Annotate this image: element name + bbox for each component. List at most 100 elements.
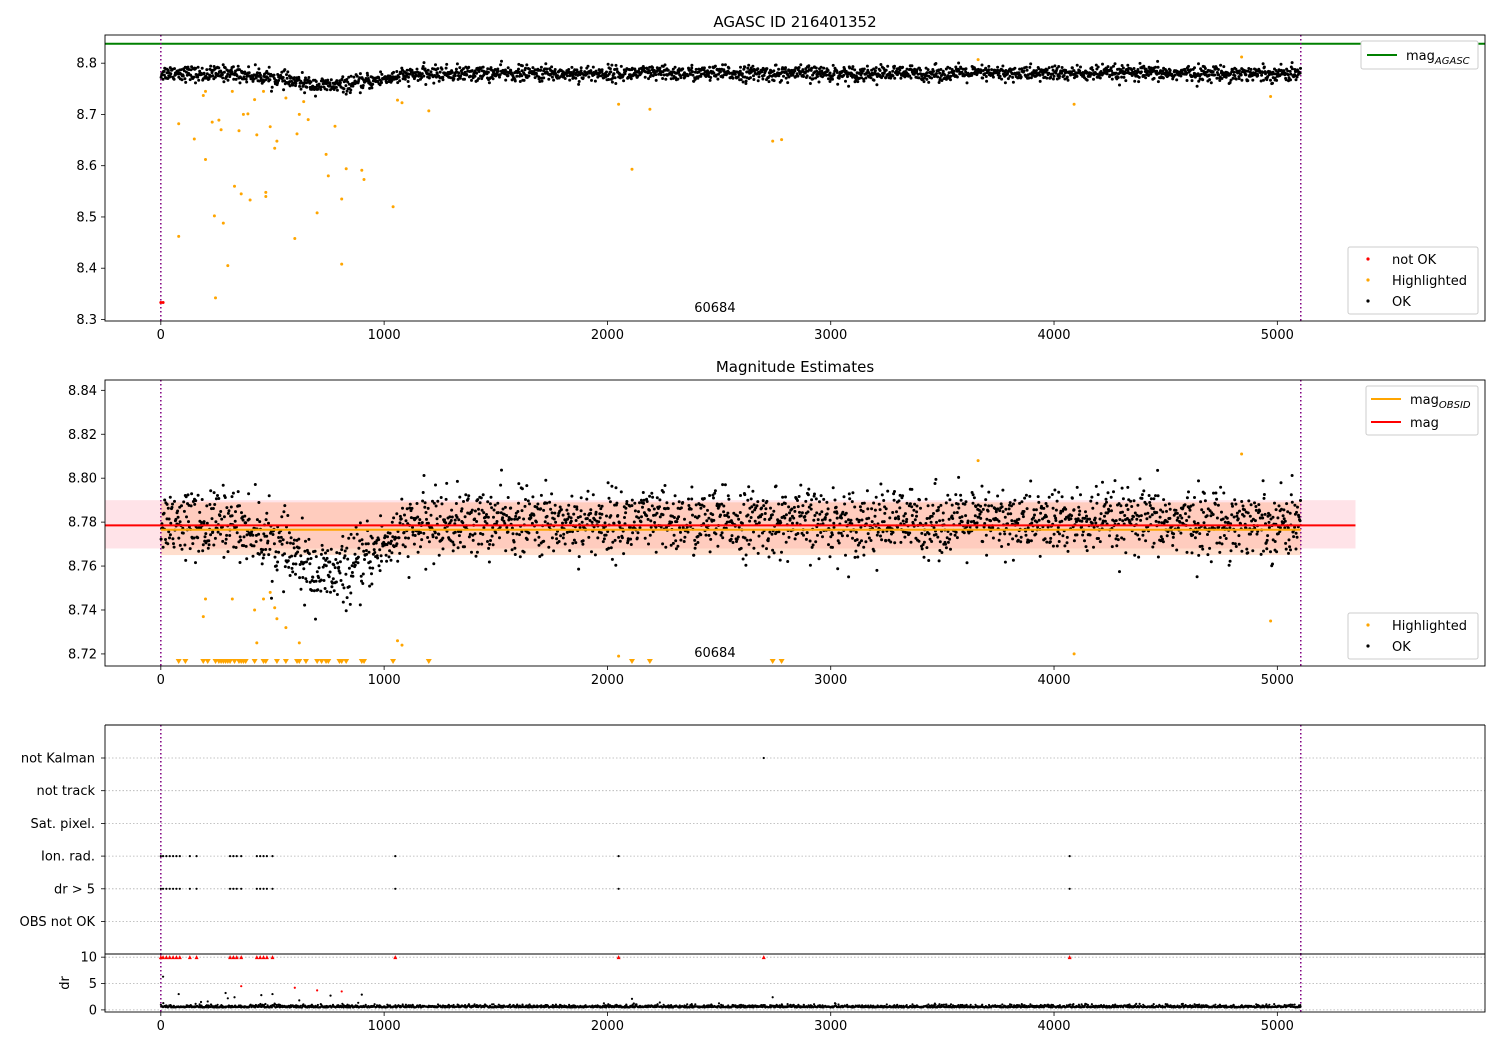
ok-point [1280,507,1283,511]
ok-point [563,542,567,546]
ok-point [303,78,307,82]
ok-point [626,537,630,541]
ok-point [210,71,214,75]
ok-point [1215,76,1219,80]
ok-point [745,538,749,542]
ok-point [1175,518,1179,522]
ok-point [172,542,175,546]
ok-point [853,68,857,72]
ok-point [702,504,706,508]
ok-point [1050,65,1054,69]
ok-point [232,77,236,81]
ok-point [484,515,488,519]
ok-point [526,499,530,503]
ok-point [410,68,414,72]
ok-point [784,66,787,70]
ok-point [1101,519,1105,523]
ok-point [1148,501,1152,504]
ok-point [325,88,329,92]
ok-point [1247,499,1251,503]
ok-point [474,554,478,558]
ok-point [848,66,852,70]
ok-point [329,547,333,551]
ok-point [319,85,323,89]
ok-point [270,579,274,583]
ok-point [610,557,614,561]
ok-point [492,515,495,519]
x-tick-label: 5000 [1261,673,1294,688]
magnitude-estimates-panel: 0 1000 2000 3000 4000 50008.728.748.768.788.8… [68,379,1486,688]
ok-point [787,75,791,79]
ok-point [1027,539,1031,543]
ok-point [941,518,945,522]
ok-point [629,537,633,541]
ok-point [276,560,280,564]
ok-point [231,491,235,495]
ok-point [655,511,659,515]
ok-point [1025,507,1029,511]
ok-point [916,72,920,76]
ok-point [744,563,748,567]
ok-point [681,501,685,504]
ok-point [334,580,338,584]
ok-point [703,512,707,516]
ok-point [1004,507,1008,511]
ok-point [1202,69,1205,73]
ok-point [1014,534,1018,538]
ok-point [719,533,723,537]
ok-point [161,545,165,549]
highlighted-point [219,128,223,132]
ok-point [1290,474,1294,477]
ok-point [432,562,436,566]
ok-point [741,80,745,84]
ok-point [869,539,873,542]
ok-point [796,74,800,78]
ok-point [445,481,449,485]
ok-point [570,494,574,498]
ok-point [1024,493,1028,497]
ok-point [294,562,298,566]
ok-point [971,501,975,505]
ok-point [760,70,764,74]
ok-point [814,66,818,70]
ok-point [629,543,633,546]
ok-point [467,65,471,69]
ok-point [908,502,912,506]
ok-point [922,540,926,544]
ok-point [1229,549,1233,553]
ok-point [358,521,362,525]
ok-point [1208,78,1212,82]
ok-point [345,546,349,550]
ok-point [194,561,197,565]
ok-point [1254,508,1258,512]
ok-point [763,517,767,521]
ok-point [581,539,585,543]
ok-point [512,540,516,544]
ok-point [761,531,764,535]
ok-point [970,73,974,77]
ok-point [1139,518,1143,522]
ok-point [615,67,619,71]
ok-point [661,513,665,517]
ok-point [1136,68,1140,71]
ok-point [1154,65,1157,69]
ok-point [438,70,442,74]
ok-point [234,77,238,81]
ok-point [457,71,461,75]
ok-point [1195,575,1199,579]
ok-point [314,617,317,621]
x-tick-label: 5000 [1261,328,1294,343]
ok-point [358,539,362,543]
ok-point [795,72,799,76]
ok-point [1041,73,1045,76]
ok-point [162,73,166,77]
ok-point [558,505,562,509]
ok-point [337,565,341,569]
ok-point [950,68,954,71]
panel2-frame [104,379,1486,667]
ok-point [818,512,822,516]
ok-point [774,484,778,488]
ok-point [342,586,346,590]
highlighted-point [246,112,250,116]
ok-point [686,74,690,78]
